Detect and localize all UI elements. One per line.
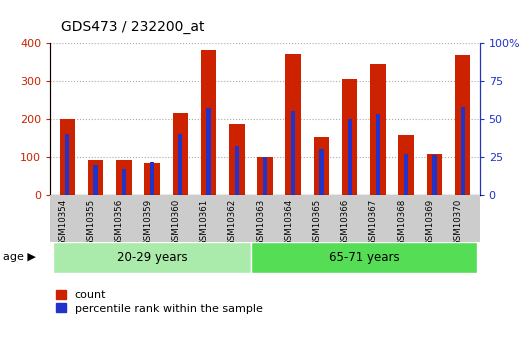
Bar [235,146,239,195]
Bar [376,115,380,195]
Text: GSM10368: GSM10368 [397,199,406,246]
Bar [348,119,352,195]
Text: GSM10366: GSM10366 [341,199,350,246]
Text: GSM10363: GSM10363 [256,199,265,246]
Legend: count, percentile rank within the sample: count, percentile rank within the sample [56,290,263,314]
Text: GSM10359: GSM10359 [143,199,152,246]
Bar [121,169,126,195]
Text: GSM10354: GSM10354 [58,199,67,246]
Bar [93,165,98,195]
Bar [455,55,471,195]
Bar [314,137,329,195]
Bar [342,79,358,195]
Bar [59,119,75,195]
Bar [251,241,477,273]
Bar [286,54,301,195]
Text: GSM10370: GSM10370 [454,199,463,246]
Bar [172,113,188,195]
Text: GSM10360: GSM10360 [171,199,180,246]
Text: GSM10365: GSM10365 [313,199,322,246]
Text: GSM10367: GSM10367 [369,199,378,246]
Bar [291,111,295,195]
Bar [432,156,437,195]
Bar [263,157,267,195]
Text: GSM10364: GSM10364 [284,199,293,246]
Text: GSM10356: GSM10356 [115,199,124,246]
Bar [116,160,131,195]
Bar [150,161,154,195]
Text: GSM10355: GSM10355 [86,199,95,246]
Bar [257,157,273,195]
Bar [201,50,216,195]
Bar [144,163,160,195]
Bar [229,124,244,195]
Text: age ▶: age ▶ [3,252,36,262]
Bar [178,134,182,195]
Text: GSM10362: GSM10362 [228,199,237,246]
Bar [399,135,414,195]
Bar [65,134,69,195]
Bar [404,154,409,195]
Text: 20-29 years: 20-29 years [117,250,187,264]
Bar [370,64,386,195]
Bar [206,108,211,195]
Text: GSM10361: GSM10361 [199,199,208,246]
Bar [319,149,324,195]
Text: GSM10369: GSM10369 [426,199,435,246]
Bar [427,154,442,195]
Text: GDS473 / 232200_at: GDS473 / 232200_at [61,20,205,34]
Bar [88,160,103,195]
Bar [461,107,465,195]
Text: 65-71 years: 65-71 years [329,250,399,264]
Bar [53,241,251,273]
